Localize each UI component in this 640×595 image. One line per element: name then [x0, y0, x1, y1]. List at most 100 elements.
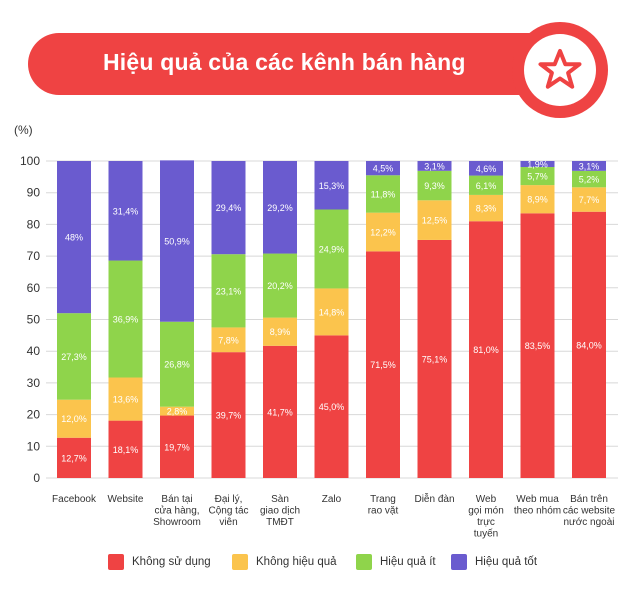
star-badge	[512, 22, 608, 118]
legend-label: Không sử dụng	[132, 556, 211, 568]
x-tick-label-line: rao vặt	[368, 506, 399, 517]
x-tick-label-line: Cộng tác	[208, 506, 248, 517]
bar-segment	[57, 161, 91, 314]
x-tick-label-line: giao dịch	[260, 506, 300, 517]
bar-segment	[211, 327, 246, 353]
bar-segment	[572, 187, 606, 212]
data-label: 8,9%	[270, 327, 291, 337]
bar-segment	[263, 253, 297, 318]
bar-segment	[520, 213, 555, 478]
data-label: 3,1%	[424, 161, 445, 171]
data-label: 31,4%	[113, 206, 139, 216]
bar-segment	[211, 161, 246, 255]
bar-segment	[572, 161, 606, 171]
data-label: 48%	[65, 233, 83, 243]
x-tick-label: Bán tại cửa hàng, Showroom	[153, 494, 201, 528]
x-tick-label-line: gọi món	[468, 506, 504, 517]
bar-segment	[572, 170, 606, 188]
legend-label: Hiệu quả ít	[380, 556, 436, 568]
star-icon	[538, 49, 582, 89]
x-tick-label: Diễn đàn	[414, 492, 454, 505]
data-label: 20,2%	[267, 281, 293, 291]
x-tick-label: Zalo	[322, 494, 342, 505]
y-tick-label: 20	[27, 408, 41, 422]
bar-segment	[160, 406, 194, 416]
x-tick-label-line: Website	[108, 494, 144, 505]
y-axis-label: (%)	[14, 123, 33, 137]
x-tick-label: Sàn giao dịch TMĐT	[260, 494, 300, 528]
x-tick-label-line: viên	[219, 517, 237, 528]
data-label: 7,7%	[579, 195, 600, 205]
data-label: 3,1%	[579, 161, 600, 171]
bar-segment	[211, 254, 246, 328]
data-label: 7,8%	[218, 335, 239, 345]
bar-segment	[572, 211, 606, 478]
y-tick-label: 90	[27, 186, 41, 200]
data-label: 39,7%	[216, 411, 242, 421]
y-tick-label: 80	[27, 217, 41, 231]
bar-segment	[263, 161, 297, 254]
legend-swatch	[356, 554, 372, 570]
legend-swatch	[232, 554, 248, 570]
x-tick-label-line: Bán trên	[570, 494, 608, 505]
data-label: 24,9%	[319, 244, 345, 254]
data-label: 83,5%	[525, 341, 551, 351]
data-label: 12,0%	[61, 414, 87, 424]
legend-swatch	[451, 554, 467, 570]
data-label: 12,5%	[422, 216, 448, 226]
bar-segment	[108, 161, 143, 261]
data-label: 41,7%	[267, 407, 293, 417]
bar-segment	[160, 415, 194, 478]
bar-segment	[520, 167, 555, 186]
x-tick-label: Facebook	[52, 494, 97, 505]
x-tick-label-line: Facebook	[52, 494, 97, 505]
bar-segment	[417, 161, 452, 171]
bar-segment	[160, 321, 194, 407]
legend-label: Không hiệu quả	[256, 556, 337, 568]
data-label: 12,7%	[61, 453, 87, 463]
data-label: 2,8%	[167, 407, 188, 417]
bar-segment	[160, 160, 194, 322]
bar-segment	[57, 313, 91, 400]
x-tick-label-line: theo nhóm	[514, 506, 561, 517]
bar-segment	[108, 260, 143, 378]
data-label: 13,6%	[113, 395, 139, 405]
star-badge-inner	[524, 34, 596, 106]
data-label: 81,0%	[473, 345, 499, 355]
y-tick-label: 100	[20, 154, 40, 168]
bar-segment	[108, 420, 143, 478]
x-tick-label-line: nước ngoài	[563, 517, 614, 528]
legend-item-khong-hieu-qua: Không hiệu quả	[232, 553, 337, 571]
x-tick-label: Website	[108, 494, 144, 505]
x-tick-label-line: Web mua	[516, 494, 559, 505]
bar-segment	[417, 170, 452, 201]
y-tick-label: 50	[27, 313, 41, 327]
bar-segment	[314, 209, 349, 289]
y-tick-label: 10	[27, 439, 41, 453]
data-label: 45,0%	[319, 402, 345, 412]
bar-segment	[108, 377, 143, 421]
data-label: 18,1%	[113, 445, 139, 455]
x-tick-label-line: các website	[563, 506, 616, 517]
bar-segment	[469, 194, 503, 222]
legend-item-hieu-qua-tot: Hiệu quả tốt	[451, 553, 537, 571]
data-label: 9,3%	[424, 181, 445, 191]
data-label: 1,9%	[527, 160, 548, 170]
bar-segment	[263, 345, 297, 478]
data-label: 84,0%	[576, 340, 602, 350]
data-label: 6,1%	[476, 181, 497, 191]
y-tick-label: 60	[27, 281, 41, 295]
data-label: 5,7%	[527, 172, 548, 182]
data-label: 4,6%	[476, 164, 497, 174]
y-tick-label: 30	[27, 376, 41, 390]
y-tick-label: 0	[33, 471, 40, 485]
x-tick-label-line: Bán tại	[161, 494, 192, 505]
bar-segment	[469, 161, 503, 176]
data-label: 19,7%	[164, 442, 190, 452]
bar-segment	[263, 317, 297, 346]
x-tick-label-line: cửa hàng,	[154, 505, 199, 517]
x-tick-label: Đại lý, Cộng tác viên	[208, 494, 248, 528]
data-label: 8,3%	[476, 204, 497, 214]
data-label: 12,2%	[370, 228, 396, 238]
